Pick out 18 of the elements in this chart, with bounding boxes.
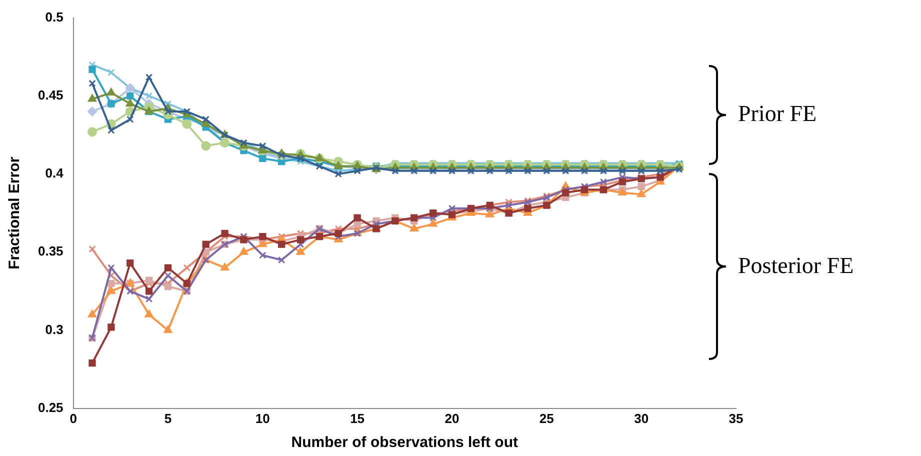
x-tick-label: 35 [728, 410, 744, 426]
x-tick-label: 20 [444, 410, 460, 426]
x-axis-title: Number of observations left out [291, 434, 518, 452]
text: Posterior FE [738, 252, 854, 278]
x-tick-label: 10 [255, 410, 270, 426]
x-tick-label: 0 [70, 410, 77, 426]
text: Prior FE [738, 101, 817, 127]
y-tick-label: 0.4 [45, 166, 64, 181]
y-tick-label: 0.5 [45, 9, 64, 24]
x-tick-label: 5 [164, 410, 172, 426]
y-tick-label: 0.35 [38, 244, 64, 259]
x-tick-label: 15 [350, 410, 365, 426]
x-tick-label: 25 [539, 410, 554, 426]
y-tick-label: 0.25 [38, 400, 64, 415]
x-tick-label: 30 [634, 410, 649, 426]
y-axis-title: Fractional Error [6, 156, 24, 270]
y-tick-label: 0.3 [45, 322, 64, 337]
y-tick-label: 0.45 [38, 88, 64, 102]
